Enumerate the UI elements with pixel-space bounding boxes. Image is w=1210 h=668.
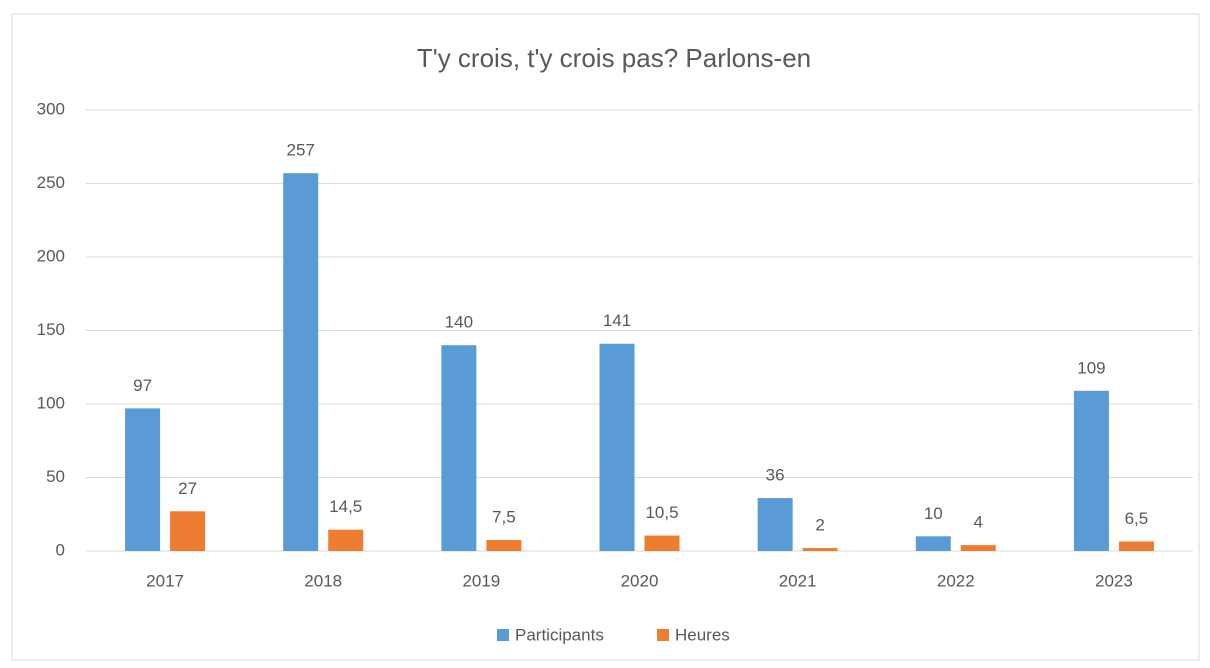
y-tick-label: 150 [37, 320, 65, 339]
legend-label: Heures [675, 625, 730, 644]
bar [599, 343, 635, 551]
bar [441, 345, 477, 551]
data-label: 141 [603, 311, 631, 330]
y-tick-label: 0 [56, 540, 65, 559]
bar [328, 529, 364, 551]
bar [486, 539, 522, 551]
data-label: 2 [815, 516, 824, 535]
bar [757, 498, 793, 551]
y-tick-label: 200 [37, 246, 65, 265]
y-tick-label: 50 [46, 467, 65, 486]
data-label: 10,5 [645, 503, 678, 522]
chart-frame [11, 13, 1200, 661]
y-tick-label: 250 [37, 173, 65, 192]
data-label: 36 [766, 466, 785, 485]
chart-title: T'y crois, t'y crois pas? Parlons-en [417, 43, 811, 73]
bar [915, 536, 951, 551]
x-tick-label: 2022 [937, 571, 975, 590]
x-tick-label: 2019 [462, 571, 500, 590]
bar [1073, 390, 1109, 551]
data-label: 109 [1077, 358, 1105, 377]
x-tick-label: 2018 [304, 571, 342, 590]
data-label: 6,5 [1125, 509, 1149, 528]
bar [802, 548, 838, 551]
x-tick-label: 2023 [1095, 571, 1133, 590]
x-tick-label: 2021 [779, 571, 817, 590]
bar [125, 408, 161, 551]
bar [644, 535, 680, 551]
x-tick-label: 2017 [146, 571, 184, 590]
data-label: 140 [445, 313, 473, 332]
x-tick-label: 2020 [621, 571, 659, 590]
data-label: 4 [974, 513, 983, 532]
bar [283, 173, 319, 551]
data-label: 7,5 [492, 507, 516, 526]
data-label: 27 [178, 479, 197, 498]
bar [960, 545, 996, 551]
data-label: 97 [133, 376, 152, 395]
y-tick-label: 300 [37, 99, 65, 118]
data-label: 14,5 [329, 497, 362, 516]
legend-swatch [657, 629, 669, 641]
bar [1118, 541, 1154, 551]
legend-swatch [497, 629, 509, 641]
data-label: 257 [287, 141, 315, 160]
data-label: 10 [924, 504, 943, 523]
bar [170, 511, 206, 551]
legend-label: Participants [515, 625, 604, 644]
y-tick-label: 100 [37, 393, 65, 412]
